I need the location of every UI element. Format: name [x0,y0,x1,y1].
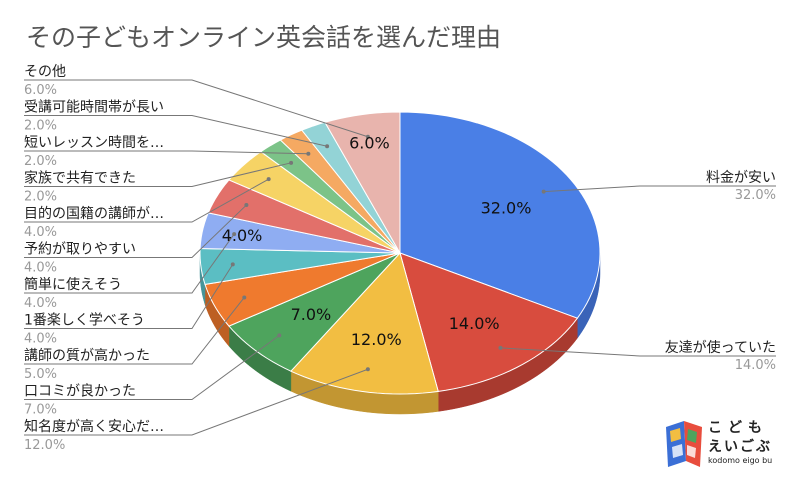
callouts: 料金が安い 32.0% 友達が使っていた 14.0% 知名度が高く安心だ… 12.0% 口コ… [24,64,776,453]
callout-label: 口コミが良かった [24,384,136,400]
book-icon: こども えいごぶ kodomo eigo bu [666,420,772,467]
slice-percent-label: 32.0% [481,199,532,218]
callout-value: 4.0% [24,332,57,347]
callout-value: 4.0% [24,296,57,311]
pie-slice [324,111,401,255]
callout-line [24,150,309,155]
chart-title: その子どもオンライン英会話を選んだ理由 [26,23,501,52]
slice-percent-label: 7.0% [291,305,332,324]
callout-value: 5.0% [24,367,57,382]
callout-label: 簡単に使えそう [24,276,122,293]
callout-dot [365,367,370,372]
callout-line [24,204,247,258]
callout-dot [230,262,235,267]
callout-value: 4.0% [24,225,57,240]
logo-line1: こども [708,420,768,436]
logo-line2: えいごぶ [708,438,772,455]
callout-dot [277,333,282,338]
inner-labels: 32.0% 14.0% 12.0% 7.0% 4.0% 6.0% [222,133,532,349]
callout-line [24,334,280,400]
pie-tops [199,111,601,395]
slice-percent-label: 6.0% [349,133,390,152]
callout-label: 料金が安い [706,170,776,186]
callout-line [543,185,776,193]
callout-dot [306,151,311,156]
pie-slice [207,179,401,254]
callout-dot [232,232,237,237]
callout-dot [242,295,247,300]
pie-slice [290,252,439,395]
callout-label: 予約が取りやすい [24,242,136,258]
callout-label: 短いレッスン時間を… [24,135,164,151]
pie-slice [199,247,401,285]
callout-dot [244,203,249,208]
pie-slice [228,151,401,254]
callout-line [500,347,776,357]
callout-dot [541,189,546,194]
callout-dot [498,345,503,350]
callout-value: 2.0% [24,119,57,134]
pie-slice [228,252,401,372]
kodomo-eigo-bu-logo: こども えいごぶ kodomo eigo bu [664,417,784,473]
callout-value: 4.0% [24,261,57,276]
callout-dot [289,160,294,165]
callout-label: 家族で共有できた [24,170,136,187]
callout-line [24,178,269,223]
slice-percent-label: 4.0% [222,226,263,245]
slice-percent-label: 14.0% [449,314,500,333]
pie-slice [399,252,579,392]
callout-value: 32.0% [735,188,776,203]
callout-label: 目的の国籍の講師が… [24,205,164,222]
callout-label: 1番楽しく学べそう [24,313,145,329]
callout-dot [266,177,271,182]
callout-line [24,115,328,147]
callout-line [24,79,369,138]
callout-value: 14.0% [735,358,776,373]
callout-dot [325,144,330,149]
callout-value: 2.0% [24,154,57,169]
callout-dot [365,134,370,139]
callout-value: 12.0% [24,438,65,453]
slice-percent-label: 12.0% [351,330,402,349]
callout-label: 受講可能時間帯が長い [24,100,164,116]
callout-label: 講師の質が高かった [24,347,150,364]
callout-label: その他 [24,64,66,80]
callout-label: 知名度が高く安心だ… [24,418,164,435]
callout-line [24,162,292,187]
callout-value: 6.0% [24,83,57,98]
logo-line3: kodomo eigo bu [708,456,772,465]
callout-value: 7.0% [24,403,57,418]
callout-line [24,264,234,329]
callout-line [24,368,369,436]
callout-label: 友達が使っていた [665,339,776,356]
callout-value: 2.0% [24,190,57,205]
pie-slice [204,252,401,327]
callout-line [24,297,245,365]
pie-slice [399,111,601,319]
callout-line [24,233,235,294]
